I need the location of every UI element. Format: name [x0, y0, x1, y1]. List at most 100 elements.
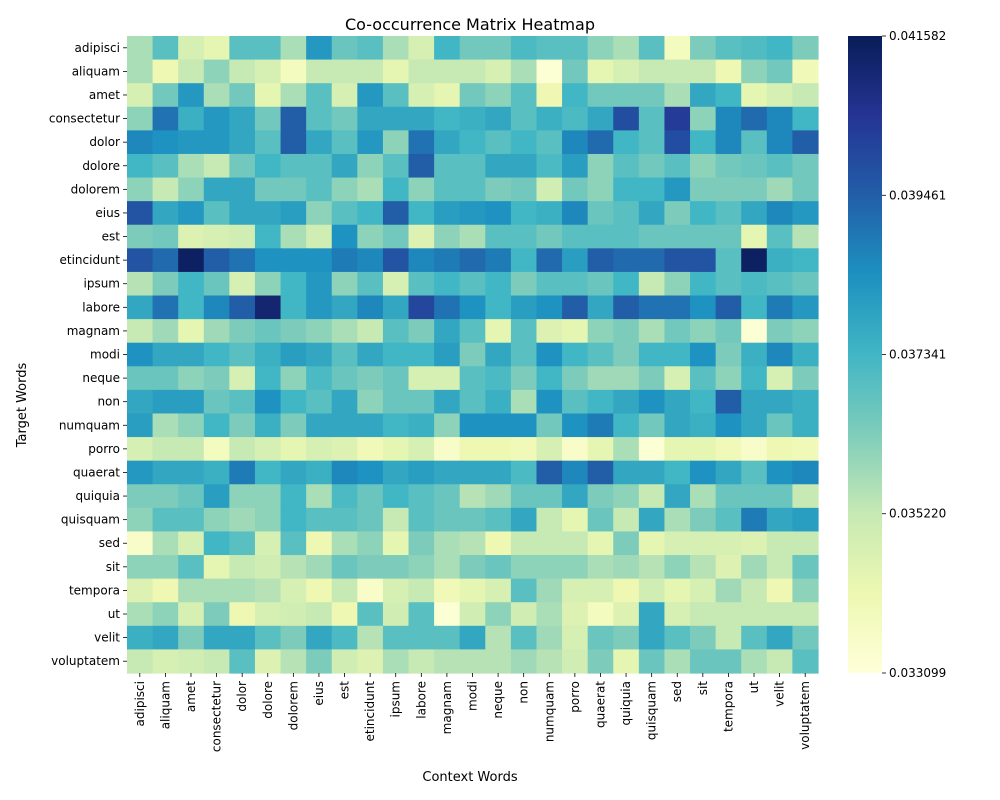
heatmap-cell — [229, 130, 256, 155]
y-tick-label: aliquam — [72, 64, 120, 78]
heatmap-cell — [638, 59, 666, 84]
heatmap-cell — [741, 177, 768, 202]
heatmap-cell — [127, 413, 154, 438]
x-tick-label: dolore — [261, 681, 275, 719]
heatmap-cell — [408, 271, 435, 297]
heatmap-cell — [792, 153, 819, 179]
heatmap-cell — [690, 413, 717, 438]
heatmap-cell — [408, 201, 435, 226]
y-tick-label: neque — [82, 371, 120, 385]
heatmap-cell — [408, 555, 435, 580]
heatmap-cell — [306, 366, 333, 391]
heatmap-cell — [613, 83, 640, 108]
heatmap-cell — [306, 389, 333, 415]
heatmap-cell — [280, 413, 307, 438]
heatmap-cell — [459, 177, 486, 202]
heatmap-cell — [613, 507, 640, 533]
y-tick-label: eius — [95, 206, 120, 220]
heatmap-cell — [741, 130, 768, 155]
heatmap-cells — [127, 36, 819, 674]
heatmap-cell — [664, 484, 691, 509]
heatmap-cell — [536, 36, 563, 61]
heatmap-cell — [792, 130, 819, 155]
heatmap-cell — [127, 153, 154, 179]
heatmap-cell — [485, 271, 512, 297]
heatmap-cell — [485, 413, 512, 438]
heatmap-cell — [510, 555, 538, 580]
heatmap-cell — [331, 153, 358, 179]
heatmap-cell — [690, 295, 717, 320]
heatmap-cell — [587, 602, 614, 627]
y-tick-label: velit — [94, 631, 120, 645]
heatmap-cell — [127, 106, 154, 131]
heatmap-cell — [664, 271, 691, 297]
heatmap-cell — [792, 578, 819, 603]
heatmap-cell — [331, 177, 358, 202]
heatmap-cell — [306, 106, 333, 131]
heatmap-cell — [638, 201, 666, 226]
heatmap-cell — [434, 484, 461, 509]
heatmap-cell — [178, 460, 205, 485]
heatmap-cell — [459, 201, 486, 226]
heatmap-cell — [613, 59, 640, 84]
heatmap-cell — [715, 342, 742, 367]
heatmap-cell — [766, 83, 793, 108]
heatmap-cell — [280, 342, 307, 367]
heatmap-cell — [587, 578, 614, 603]
heatmap-cell — [434, 271, 461, 297]
heatmap-cell — [562, 649, 589, 674]
heatmap-cell — [382, 130, 410, 155]
heatmap-cell — [562, 484, 589, 509]
heatmap-cell — [152, 153, 179, 179]
x-tick-label: est — [338, 681, 352, 700]
heatmap-cell — [690, 484, 717, 509]
heatmap-cell — [459, 83, 486, 108]
heatmap-cell — [664, 248, 691, 273]
heatmap-cell — [229, 366, 256, 391]
heatmap-cell — [741, 106, 768, 131]
chart-title: Co-occurrence Matrix Heatmap — [345, 15, 595, 34]
heatmap-cell — [510, 201, 538, 226]
heatmap-cell — [178, 224, 205, 249]
heatmap-cell — [331, 224, 358, 249]
heatmap-cell — [127, 83, 154, 108]
heatmap-cell — [459, 507, 486, 533]
heatmap-cell — [178, 531, 205, 556]
heatmap-cell — [766, 389, 793, 415]
heatmap-cell — [382, 366, 410, 391]
heatmap-cell — [690, 602, 717, 627]
heatmap-cell — [690, 224, 717, 249]
heatmap-cell — [459, 130, 486, 155]
heatmap-cell — [664, 507, 691, 533]
x-tick-label: voluptatem — [798, 681, 812, 750]
heatmap-cell — [715, 484, 742, 509]
x-tick-label: dolorem — [286, 681, 300, 730]
heatmap-cell — [434, 555, 461, 580]
heatmap-cell — [382, 83, 410, 108]
heatmap-cell — [510, 578, 538, 603]
heatmap-cell — [127, 484, 154, 509]
heatmap-cell — [127, 649, 154, 674]
heatmap-cell — [382, 555, 410, 580]
heatmap-cell — [331, 389, 358, 415]
heatmap-cell — [254, 366, 282, 391]
heatmap-cell — [638, 625, 666, 650]
heatmap-cell — [613, 366, 640, 391]
heatmap-cell — [408, 578, 435, 603]
heatmap-cell — [408, 602, 435, 627]
heatmap-cell — [664, 649, 691, 674]
heatmap-cell — [306, 507, 333, 533]
heatmap-cell — [510, 224, 538, 249]
heatmap-cell — [690, 342, 717, 367]
heatmap-cell — [434, 578, 461, 603]
colorbar-tick-label: 0.037341 — [889, 347, 946, 361]
heatmap-cell — [254, 342, 282, 367]
heatmap-cell — [792, 319, 819, 344]
heatmap-cell — [664, 602, 691, 627]
heatmap-cell — [536, 602, 563, 627]
heatmap-cell — [382, 602, 410, 627]
heatmap-cell — [613, 248, 640, 273]
heatmap-cell — [792, 555, 819, 580]
x-tick-label: sed — [670, 681, 684, 702]
heatmap-cell — [664, 366, 691, 391]
